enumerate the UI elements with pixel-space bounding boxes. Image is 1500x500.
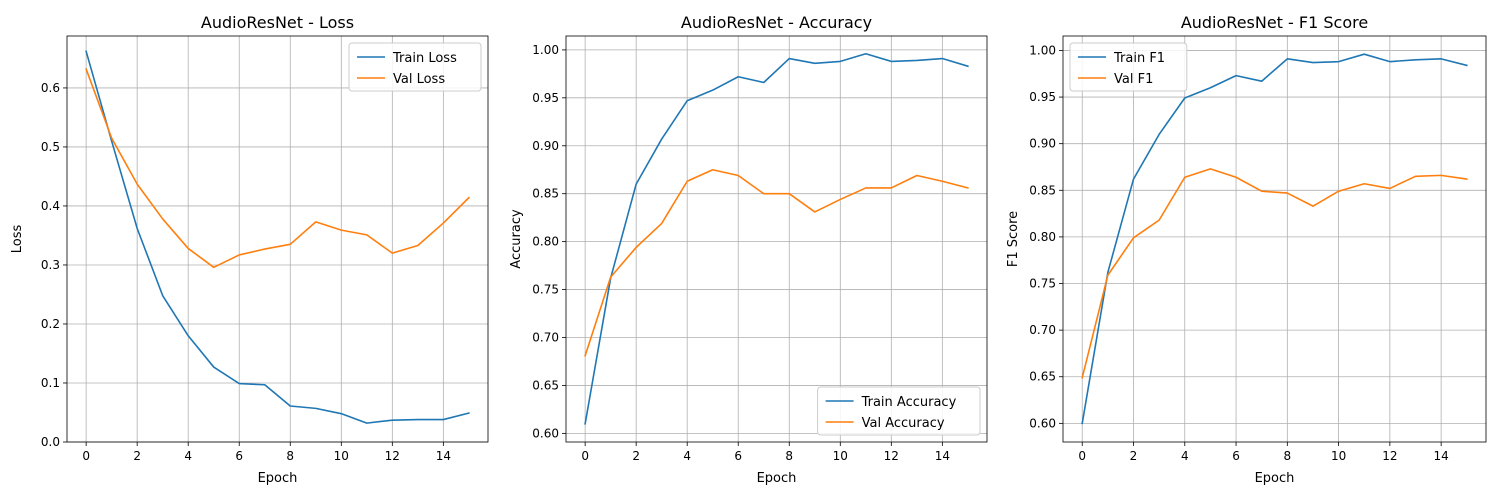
- x-tick-label: 6: [235, 449, 243, 463]
- legend-box: [1069, 42, 1188, 92]
- series-line-train-loss: [85, 50, 470, 424]
- series-line-train-f1: [1081, 53, 1468, 425]
- y-tick-label: 0.75: [532, 283, 559, 297]
- y-tick-label: 0.0: [41, 435, 60, 449]
- y-tick-label: 0.70: [532, 331, 559, 345]
- y-axis-label: F1 Score: [1006, 211, 1021, 267]
- y-tick-label: 0.95: [1029, 90, 1056, 104]
- y-axis-label: Accuracy: [509, 209, 524, 269]
- legend-label: Val Loss: [393, 72, 445, 87]
- series-line-val-f1: [1081, 168, 1468, 379]
- chart-title: AudioResNet - Accuracy: [681, 13, 872, 32]
- x-tick-label: 10: [1331, 449, 1346, 463]
- chart-panel-3: 0 2 4 6 8 10 12 14 0.60 0.65 0.70 0.75 0.80 0.85 0.90 0…: [1006, 13, 1487, 486]
- y-tick-label: 0.5: [41, 140, 60, 154]
- series-line-val-accuracy: [584, 168, 969, 357]
- x-tick-label: 4: [1181, 449, 1189, 463]
- x-axis-label: Epoch: [757, 471, 797, 486]
- y-tick-label: 0.85: [1029, 183, 1056, 197]
- x-tick-label: 2: [1130, 449, 1138, 463]
- legend-label: Val Accuracy: [862, 416, 945, 431]
- x-tick-label: 14: [436, 449, 451, 463]
- chart-panel-2: 0 2 4 6 8 10 12 14 0.60 0.65 0.70 0.75 0.80 0.85 0.90 0…: [509, 13, 988, 486]
- y-tick-label: 0.60: [532, 426, 559, 440]
- y-tick-label: 0.2: [41, 317, 60, 331]
- x-tick-label: 6: [734, 449, 742, 463]
- y-tick-label: 0.70: [1029, 323, 1056, 337]
- y-tick-label: 1.00: [1029, 43, 1056, 57]
- x-tick-label: 0: [82, 449, 90, 463]
- x-tick-label: 12: [1382, 449, 1397, 463]
- x-tick-label: 8: [1283, 449, 1291, 463]
- y-tick-label: 0.80: [532, 235, 559, 249]
- legend: Train Accuracy Val Accuracy: [817, 386, 981, 436]
- x-tick-label: 0: [581, 449, 589, 463]
- series-line-val-loss: [85, 68, 470, 269]
- x-tick-label: 2: [632, 449, 640, 463]
- x-axis-label: Epoch: [258, 471, 298, 486]
- x-tick-label: 4: [683, 449, 691, 463]
- chart-panel-1: 0 2 4 6 8 10 12 14 0.0 0.1 0.2 0.3 0.4 0.5 0.6 AudioRes…: [10, 13, 489, 486]
- x-tick-label: 12: [385, 449, 400, 463]
- x-tick-label: 12: [884, 449, 899, 463]
- grid: [1063, 36, 1486, 442]
- y-tick-label: 0.3: [41, 258, 60, 272]
- legend-box: [348, 42, 482, 92]
- axes-frame: [66, 35, 489, 443]
- x-tick-label: 14: [935, 449, 950, 463]
- x-tick-label: 8: [286, 449, 294, 463]
- axes-frame: [565, 35, 988, 443]
- y-tick-label: 0.65: [1029, 370, 1056, 384]
- y-tick-label: 0.75: [1029, 277, 1056, 291]
- x-tick-label: 2: [133, 449, 141, 463]
- y-tick-label: 0.4: [41, 199, 60, 213]
- y-tick-label: 0.60: [1029, 416, 1056, 430]
- series-line-train-accuracy: [584, 52, 969, 425]
- y-tick-label: 0.85: [532, 187, 559, 201]
- y-tick-label: 0.1: [41, 376, 60, 390]
- legend-label: Train Loss: [392, 51, 457, 66]
- legend: Train F1 Val F1: [1069, 42, 1188, 92]
- legend-label: Train Accuracy: [861, 395, 957, 410]
- y-tick-label: 0.90: [532, 139, 559, 153]
- legend-label: Val F1: [1114, 72, 1153, 87]
- x-tick-label: 8: [785, 449, 793, 463]
- x-tick-label: 0: [1078, 449, 1086, 463]
- legend-label: Train F1: [1113, 51, 1165, 66]
- x-tick-label: 4: [184, 449, 192, 463]
- y-axis-label: Loss: [10, 225, 25, 254]
- grid: [67, 36, 488, 443]
- axes-frame: [1062, 35, 1487, 443]
- y-tick-label: 0.65: [532, 378, 559, 392]
- y-tick-label: 0.90: [1029, 137, 1056, 151]
- x-tick-label: 10: [334, 449, 349, 463]
- x-tick-label: 10: [833, 449, 848, 463]
- y-tick-label: 0.95: [532, 91, 559, 105]
- chart-title: AudioResNet - F1 Score: [1181, 13, 1368, 32]
- y-tick-label: 0.80: [1029, 230, 1056, 244]
- y-tick-label: 1.00: [532, 43, 559, 57]
- legend-box: [817, 386, 981, 436]
- legend: Train Loss Val Loss: [348, 42, 482, 92]
- x-axis-label: Epoch: [1255, 471, 1295, 486]
- x-tick-label: 6: [1232, 449, 1240, 463]
- chart-title: AudioResNet - Loss: [201, 13, 354, 32]
- y-tick-label: 0.6: [41, 81, 60, 95]
- grid: [566, 36, 987, 442]
- x-tick-label: 14: [1433, 449, 1448, 463]
